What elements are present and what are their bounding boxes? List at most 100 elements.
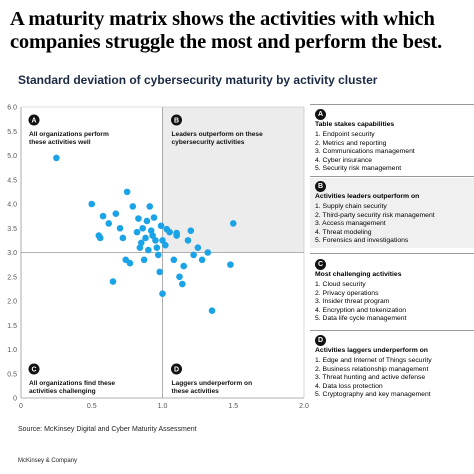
badge-c: C <box>315 259 326 270</box>
panel-d-list: 1. Edge and Internet of Things security … <box>315 357 474 399</box>
quadrant-label-b: cybersecurity activities <box>172 139 245 146</box>
panel-divider <box>310 104 474 105</box>
data-point <box>129 203 137 210</box>
data-point <box>99 212 107 220</box>
panel-c-item: 5. Data life cycle management <box>315 315 407 323</box>
panel-d-item: 3. Threat hunting and active defense <box>315 374 426 382</box>
panel-a-title: Table stakes capabilities <box>315 121 395 128</box>
quadrant-badge-letter: B <box>174 118 179 125</box>
data-point <box>156 268 163 276</box>
y-tick-label: 4.0 <box>7 202 17 209</box>
panel-divider <box>310 253 474 254</box>
data-point <box>190 251 197 259</box>
x-tick-label: 0.5 <box>87 403 97 410</box>
y-tick-label: 1.5 <box>7 323 17 330</box>
panel-a-item: 3. Communications management <box>315 148 415 156</box>
x-tick-label: 1.0 <box>158 403 168 410</box>
quadrant-label-d: these activities <box>172 388 220 395</box>
y-tick-label: 6.0 <box>7 105 17 112</box>
badge-a: A <box>315 109 326 120</box>
panel-divider <box>310 176 474 177</box>
side-panel-d: D Activities laggers underperform on 1. … <box>310 332 474 402</box>
data-point <box>139 224 146 232</box>
x-tick-label: 2.0 <box>299 403 309 410</box>
quadrant-label-a: these activities well <box>29 139 91 146</box>
quadrant-badge-letter: A <box>31 118 36 125</box>
quadrant-badge-a <box>28 114 40 126</box>
panel-b-item: 2. Third-party security risk management <box>315 211 435 219</box>
y-tick-label: 2.0 <box>7 299 17 306</box>
quadrant-label-c: activities challenging <box>29 388 96 395</box>
data-point <box>53 154 60 162</box>
data-point <box>140 256 148 264</box>
panel-d-title: Activities laggers underperform on <box>315 347 428 354</box>
data-point <box>159 237 166 244</box>
data-point <box>126 259 134 267</box>
x-tick-label: 1.5 <box>228 403 238 410</box>
data-point <box>123 188 131 196</box>
headline: A maturity matrix shows the activities w… <box>10 8 443 53</box>
data-point <box>180 262 188 270</box>
data-point <box>198 256 206 264</box>
quadrant-b-shading <box>162 107 304 253</box>
data-point <box>154 251 162 259</box>
panel-a-item: 1. Endpoint security <box>315 131 375 139</box>
data-point <box>187 227 195 234</box>
panel-b-item: 3. Access management <box>315 220 386 228</box>
data-point <box>96 234 104 242</box>
side-panel-a: A Table stakes capabilities 1. Endpoint … <box>310 106 474 176</box>
quadrant-badge-letter: D <box>174 367 179 374</box>
data-point <box>162 241 169 249</box>
data-point <box>135 215 142 222</box>
panel-b-item: 5. Forensics and investigations <box>315 237 409 245</box>
y-tick-label: 0 <box>13 396 17 403</box>
data-point <box>208 307 216 314</box>
y-tick-label: 3.5 <box>7 226 17 233</box>
data-point <box>116 224 124 232</box>
panel-b-item: 4. Threat modeling <box>315 228 372 236</box>
badge-b: B <box>315 181 326 192</box>
panel-a-item: 5. Security risk management <box>315 165 402 173</box>
data-point <box>170 256 178 264</box>
panel-d-item: 5. Cryptography and key management <box>315 391 431 399</box>
data-point <box>150 214 158 221</box>
quadrant-label-b: Leaders outperform on these <box>172 131 264 138</box>
quadrant-badge-c <box>28 363 40 375</box>
data-point <box>149 232 156 239</box>
data-point <box>159 290 166 298</box>
x-tick-label: 0 <box>19 403 23 410</box>
quadrant-badge-b <box>171 114 182 126</box>
data-point <box>142 234 149 242</box>
panel-c-item: 1. Cloud security <box>315 281 366 289</box>
data-point <box>152 237 159 244</box>
data-point <box>105 220 113 227</box>
panel-d-item: 2. Business relationship management <box>315 365 429 373</box>
data-point <box>184 237 192 244</box>
data-point <box>227 261 234 268</box>
data-point <box>146 203 154 210</box>
side-panel-b: B Activities leaders outperform on 1. Su… <box>310 178 474 248</box>
panel-a-list: 1. Endpoint security 2. Metrics and repo… <box>315 131 474 173</box>
data-point <box>143 217 151 225</box>
brand-logo-text: McKinsey & Company <box>18 458 78 464</box>
data-point <box>112 210 120 217</box>
chart-subtitle: Standard deviation of cybersecurity matu… <box>18 73 378 87</box>
data-point <box>109 278 117 285</box>
quadrant-label-d: Laggers underperform on <box>172 380 253 387</box>
data-point <box>145 246 152 254</box>
quadrant-label-a: All organizations perform <box>29 131 109 138</box>
data-point <box>88 200 96 208</box>
y-tick-label: 1.0 <box>7 347 17 354</box>
data-point <box>229 220 237 227</box>
quadrant-badge-letter: C <box>31 367 36 374</box>
badge-d: D <box>315 335 326 346</box>
panel-a-item: 4. Cyber insurance <box>315 156 373 164</box>
panel-b-item: 1. Supply chain security <box>315 203 387 211</box>
quadrant-label-c: All organizations find these <box>29 380 115 387</box>
data-point <box>153 244 161 251</box>
side-panel-c: C Most challenging activities 1. Cloud s… <box>310 256 474 326</box>
data-point <box>166 228 173 236</box>
y-tick-label: 4.5 <box>7 177 17 184</box>
data-point <box>157 222 165 230</box>
panel-d-item: 1. Edge and Internet of Things security <box>315 357 432 365</box>
